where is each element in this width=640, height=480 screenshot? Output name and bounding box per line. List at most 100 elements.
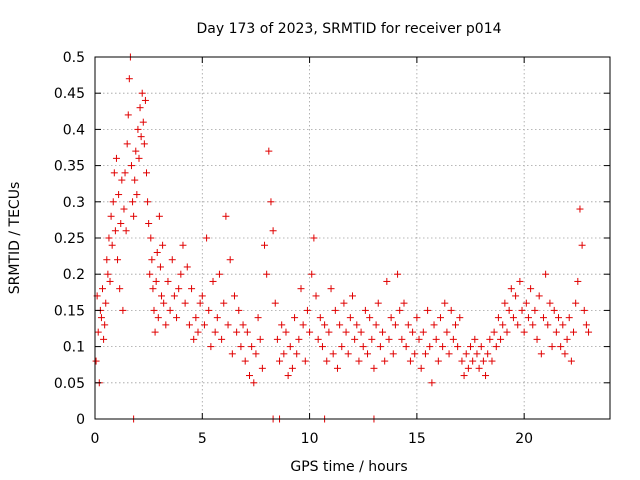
data-point <box>361 306 369 314</box>
data-point <box>391 321 399 329</box>
data-point <box>482 372 490 380</box>
data-point <box>224 321 232 329</box>
data-point <box>321 321 329 329</box>
y-tick-label: 0.5 <box>63 50 85 66</box>
data-point <box>419 328 427 336</box>
data-point <box>301 357 309 365</box>
data-point <box>492 343 500 351</box>
data-point <box>460 372 468 380</box>
data-point <box>524 314 532 322</box>
data-point <box>143 169 150 177</box>
data-point <box>357 328 365 336</box>
data-point <box>477 343 485 351</box>
data-point <box>507 285 515 293</box>
data-point <box>316 314 324 322</box>
data-point <box>230 292 238 300</box>
data-point <box>374 299 382 307</box>
data-point <box>205 306 213 314</box>
y-axis-ticks: 0 0.05 0.1 0.15 0.2 0.25 0.3 0.35 0.4 0.45 0.5 <box>54 50 610 428</box>
data-point <box>514 321 522 329</box>
y-tick-label: 0.45 <box>54 86 85 102</box>
data-point <box>130 212 138 220</box>
data-point <box>331 306 339 314</box>
data-point <box>370 364 378 372</box>
data-point <box>271 299 279 307</box>
data-point <box>220 299 228 307</box>
data-point <box>94 328 102 336</box>
x-tick-label: 0 <box>91 431 100 447</box>
y-tick-label: 0.35 <box>54 159 85 175</box>
data-point <box>533 335 541 343</box>
y-tick-label: 0.4 <box>63 122 85 138</box>
data-point <box>99 285 107 293</box>
data-point <box>118 176 126 184</box>
data-point <box>559 321 567 329</box>
data-point <box>497 335 505 343</box>
data-point <box>561 350 569 358</box>
x-axis-label: GPS time / hours <box>290 459 407 475</box>
data-point <box>578 241 586 249</box>
data-point <box>278 321 286 329</box>
data-point <box>162 321 170 329</box>
data-point <box>432 335 440 343</box>
data-point <box>177 270 185 278</box>
data-point <box>133 191 141 199</box>
data-point <box>570 328 578 336</box>
data-point <box>424 306 432 314</box>
data-point <box>166 306 174 314</box>
data-point <box>112 154 120 162</box>
data-point <box>252 350 260 358</box>
data-point <box>164 277 172 285</box>
y-tick-label: 0.1 <box>63 340 85 356</box>
data-point <box>246 372 253 380</box>
data-point <box>261 241 269 249</box>
data-point <box>170 292 178 300</box>
data-point <box>567 357 575 365</box>
data-point <box>505 306 513 314</box>
data-point <box>179 241 187 249</box>
data-point <box>237 343 245 351</box>
x-tick-label: 15 <box>408 431 426 447</box>
data-point <box>103 256 111 264</box>
data-point <box>226 256 234 264</box>
data-point <box>122 227 130 235</box>
data-point <box>213 314 221 322</box>
data-point <box>114 256 122 264</box>
x-tick-label: 20 <box>515 431 533 447</box>
data-point <box>314 335 322 343</box>
data-point <box>168 256 176 264</box>
data-point <box>471 335 479 343</box>
data-point <box>318 343 326 351</box>
data-point <box>411 350 419 358</box>
data-point <box>263 270 271 278</box>
data-point <box>346 314 354 322</box>
data-point <box>158 292 166 300</box>
data-point <box>273 335 281 343</box>
data-point <box>144 198 152 206</box>
data-point <box>173 314 181 322</box>
data-point <box>379 328 387 336</box>
data-point <box>156 263 164 271</box>
data-point <box>555 314 562 322</box>
data-point <box>469 357 477 365</box>
data-point <box>340 299 348 307</box>
data-point <box>120 205 128 213</box>
data-point <box>267 198 275 206</box>
data-point <box>415 335 423 343</box>
data-point <box>509 314 517 322</box>
data-point <box>192 314 200 322</box>
data-point <box>207 343 215 351</box>
data-point <box>233 328 241 336</box>
data-point <box>135 154 143 162</box>
data-point <box>194 328 202 336</box>
data-point <box>155 212 163 220</box>
data-point <box>421 350 429 358</box>
data-point <box>512 292 520 300</box>
data-point <box>441 299 449 307</box>
data-point <box>522 299 530 307</box>
data-point <box>145 220 153 228</box>
data-point <box>389 350 397 358</box>
data-point <box>303 306 311 314</box>
data-point <box>297 285 305 293</box>
data-point <box>97 314 105 322</box>
